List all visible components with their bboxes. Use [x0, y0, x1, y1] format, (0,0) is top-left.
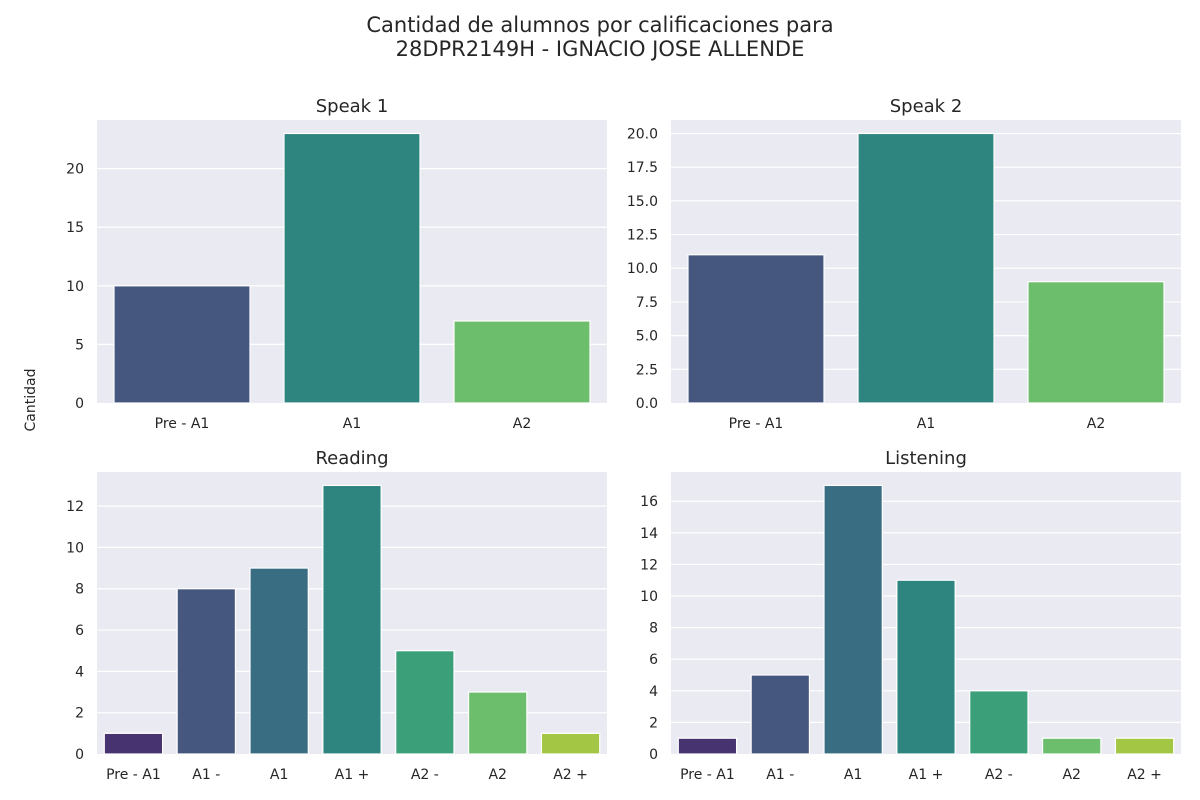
y-tick-label-speak-1: 0	[75, 396, 84, 412]
bar-reading	[540, 732, 601, 755]
y-tick-label-speak-2: 10.0	[627, 261, 658, 277]
subplot-title-speak-1: Speak 1	[316, 96, 389, 117]
bar-listening	[677, 737, 738, 755]
x-tick-label-reading: A2	[488, 767, 506, 783]
y-tick-label-reading: 12	[66, 499, 84, 515]
x-tick-label-reading: A1	[270, 767, 288, 783]
bar-reading	[176, 588, 237, 755]
bar-listening	[896, 579, 956, 755]
x-tick-label-speak-1: A1	[343, 416, 361, 432]
y-tick-label-speak-2: 17.5	[627, 160, 658, 176]
bar-reading	[322, 484, 382, 755]
y-tick-label-listening: 16	[640, 494, 658, 510]
y-tick-label-listening: 4	[649, 684, 658, 700]
y-tick-label-speak-2: 7.5	[636, 295, 658, 311]
y-tick-label-speak-1: 15	[66, 220, 84, 236]
y-tick-label-reading: 0	[75, 747, 84, 763]
x-tick-label-listening: A1 -	[766, 767, 794, 783]
y-tick-label-speak-1: 10	[66, 279, 84, 295]
y-tick-label-listening: 0	[649, 747, 658, 763]
y-tick-label-listening: 12	[640, 557, 658, 573]
x-tick-label-reading: A2 +	[553, 767, 588, 783]
bar-reading	[467, 691, 528, 755]
bar-reading	[103, 732, 164, 755]
y-tick-label-listening: 14	[640, 526, 658, 542]
x-tick-label-speak-2: A2	[1087, 416, 1105, 432]
y-tick-label-speak-1: 5	[75, 337, 84, 353]
bar-speak-2	[687, 254, 825, 404]
x-tick-label-speak-1: A2	[513, 416, 531, 432]
x-tick-label-listening: A2 +	[1127, 767, 1162, 783]
x-tick-label-speak-2: A1	[917, 416, 935, 432]
x-tick-label-listening: Pre - A1	[680, 767, 735, 783]
y-tick-label-speak-1: 20	[66, 162, 84, 178]
y-tick-label-listening: 6	[649, 652, 658, 668]
subplot-title-reading: Reading	[315, 448, 388, 469]
x-tick-label-listening: A2 -	[985, 767, 1013, 783]
x-tick-label-reading: A1 -	[192, 767, 220, 783]
y-tick-label-reading: 4	[75, 664, 84, 680]
bar-speak-2	[1027, 281, 1165, 404]
x-tick-label-speak-2: Pre - A1	[729, 416, 784, 432]
bar-listening	[1041, 737, 1102, 755]
x-tick-label-reading: A2 -	[411, 767, 439, 783]
figure-title-line-2: 28DPR2149H - IGNACIO JOSE ALLENDE	[395, 37, 805, 61]
bar-speak-2	[857, 132, 995, 404]
x-tick-label-reading: Pre - A1	[106, 767, 161, 783]
y-tick-label-speak-2: 2.5	[636, 362, 658, 378]
y-tick-label-speak-2: 15.0	[627, 194, 658, 210]
y-tick-label-speak-2: 5.0	[636, 329, 658, 345]
x-tick-label-listening: A1 +	[909, 767, 944, 783]
bar-reading	[249, 567, 309, 755]
x-tick-label-speak-1: Pre - A1	[155, 416, 210, 432]
bar-listening	[823, 484, 883, 755]
figure-title-line-1: Cantidad de alumnos por calificaciones p…	[366, 13, 834, 37]
y-tick-label-reading: 10	[66, 540, 84, 556]
x-tick-label-listening: A2	[1062, 767, 1080, 783]
subplot-title-speak-2: Speak 2	[890, 96, 963, 117]
y-tick-label-listening: 8	[649, 621, 658, 637]
bar-reading	[395, 650, 455, 755]
y-tick-label-listening: 10	[640, 589, 658, 605]
y-tick-label-speak-2: 0.0	[636, 396, 658, 412]
y-tick-label-reading: 8	[75, 582, 84, 598]
y-tick-label-listening: 2	[649, 715, 658, 731]
bar-listening	[1114, 737, 1175, 755]
x-tick-label-reading: A1 +	[335, 767, 370, 783]
y-tick-label-reading: 2	[75, 706, 84, 722]
y-tick-label-reading: 6	[75, 623, 84, 639]
y-tick-label-speak-2: 20.0	[627, 126, 658, 142]
bar-speak-1	[113, 285, 251, 404]
bar-listening	[969, 690, 1029, 755]
y-tick-label-speak-2: 12.5	[627, 228, 658, 244]
bar-speak-1	[283, 132, 421, 404]
x-tick-label-listening: A1	[844, 767, 862, 783]
bar-speak-1	[453, 320, 591, 404]
subplot-title-listening: Listening	[885, 448, 967, 469]
bar-listening	[750, 674, 811, 755]
